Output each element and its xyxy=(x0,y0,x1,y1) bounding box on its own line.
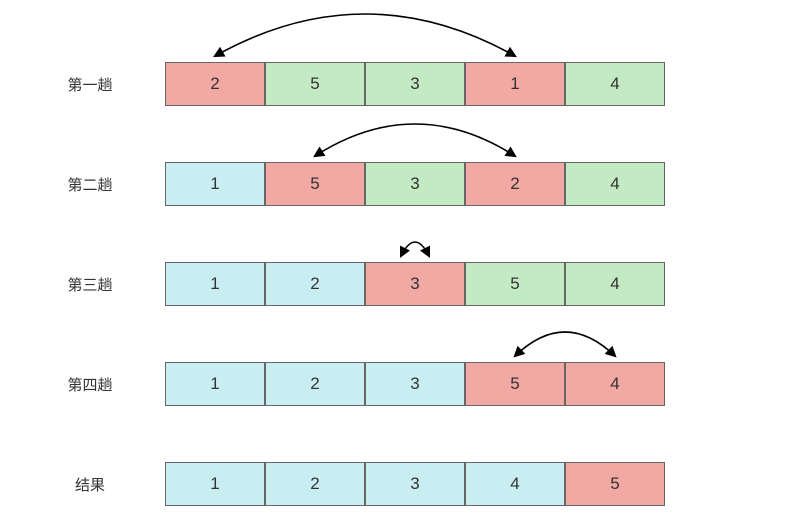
array-cell: 1 xyxy=(165,262,265,306)
array-cell: 5 xyxy=(265,162,365,206)
array-cell: 1 xyxy=(165,462,265,506)
row-label: 第四趟 xyxy=(40,374,140,395)
swap-arc xyxy=(215,14,515,56)
array-cell: 3 xyxy=(365,62,465,106)
array-cell: 1 xyxy=(465,62,565,106)
array-cell: 3 xyxy=(365,462,465,506)
array-cell: 1 xyxy=(165,362,265,406)
row-label: 结果 xyxy=(40,474,140,495)
row-label: 第二趟 xyxy=(40,174,140,195)
array-cell: 5 xyxy=(465,262,565,306)
row-label: 第一趟 xyxy=(40,74,140,95)
array-cell: 2 xyxy=(165,62,265,106)
array-cell: 5 xyxy=(565,462,665,506)
array-cell: 2 xyxy=(265,462,365,506)
row-label: 第三趟 xyxy=(40,274,140,295)
array-cell: 4 xyxy=(465,462,565,506)
diagram-stage: 第一趟25314第二趟15324第三趟12354第四趟12354结果12345 xyxy=(0,0,788,531)
array-cell: 4 xyxy=(565,362,665,406)
array-cell: 2 xyxy=(265,362,365,406)
array-cell: 5 xyxy=(465,362,565,406)
array-cell: 3 xyxy=(365,262,465,306)
array-cell: 2 xyxy=(465,162,565,206)
array-cell: 4 xyxy=(565,162,665,206)
array-cell: 4 xyxy=(565,62,665,106)
swap-arc xyxy=(515,332,615,356)
swap-arc xyxy=(315,124,515,156)
array-cell: 4 xyxy=(565,262,665,306)
swap-arc xyxy=(401,242,429,256)
array-cell: 1 xyxy=(165,162,265,206)
array-cell: 3 xyxy=(365,362,465,406)
array-cell: 2 xyxy=(265,262,365,306)
array-cell: 3 xyxy=(365,162,465,206)
array-cell: 5 xyxy=(265,62,365,106)
